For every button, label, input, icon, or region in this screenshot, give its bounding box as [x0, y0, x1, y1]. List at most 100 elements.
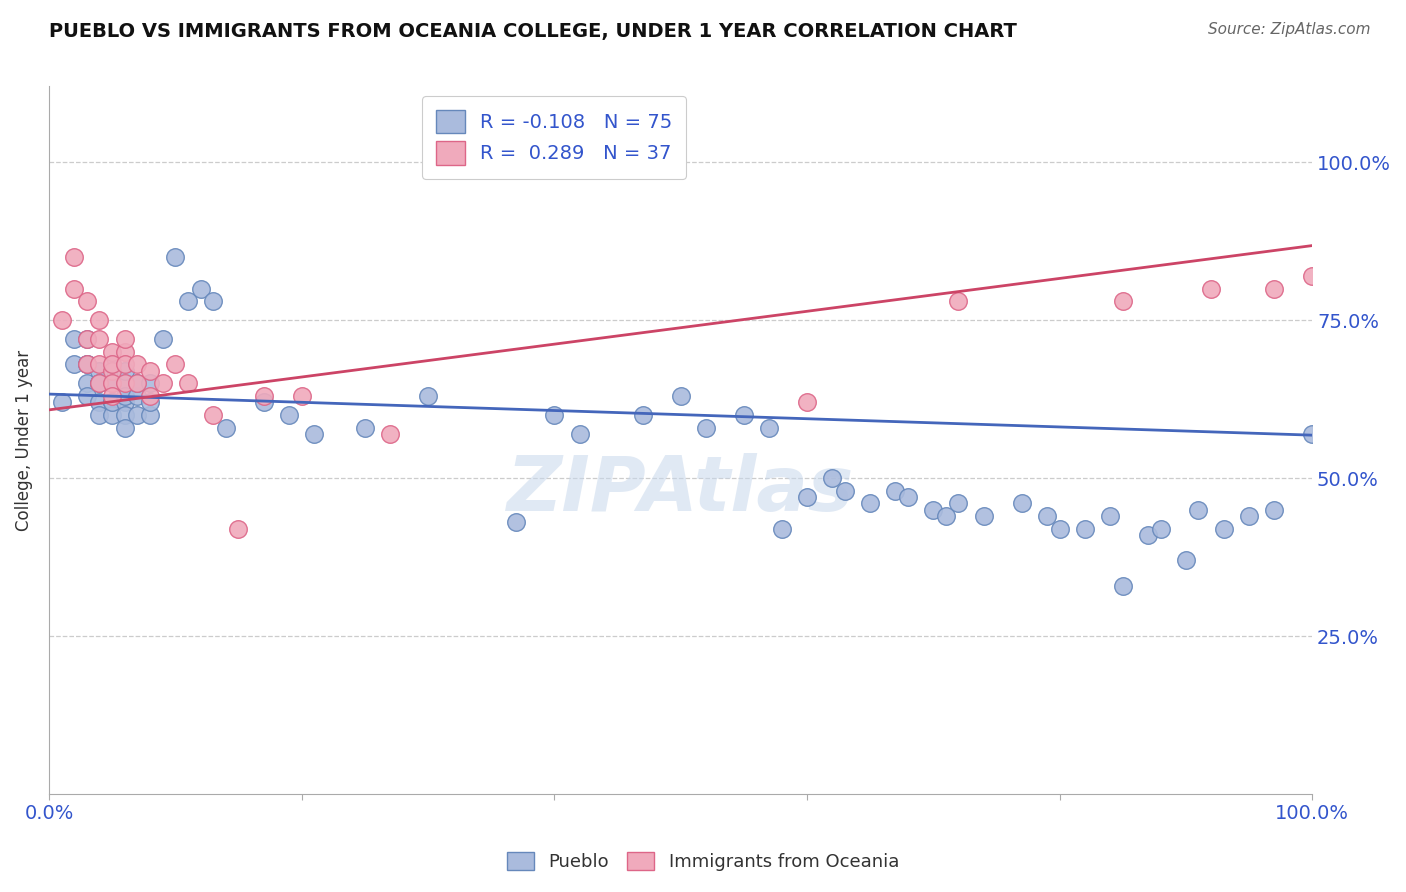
Point: [152, 332, 174, 346]
Point: [63, 332, 86, 346]
Point: [1301, 268, 1323, 283]
Point: [821, 471, 844, 485]
Point: [89, 376, 111, 391]
Point: [76, 332, 98, 346]
Point: [922, 502, 945, 516]
Point: [505, 516, 527, 530]
Point: [291, 389, 314, 403]
Point: [127, 408, 149, 422]
Point: [101, 358, 124, 372]
Legend: R = -0.108   N = 75, R =  0.289   N = 37: R = -0.108 N = 75, R = 0.289 N = 37: [422, 96, 686, 178]
Point: [228, 522, 250, 536]
Point: [1011, 496, 1033, 510]
Legend: Pueblo, Immigrants from Oceania: Pueblo, Immigrants from Oceania: [499, 845, 907, 879]
Point: [114, 344, 136, 359]
Point: [1036, 509, 1059, 524]
Point: [733, 408, 755, 422]
Point: [101, 344, 124, 359]
Point: [114, 376, 136, 391]
Point: [101, 395, 124, 409]
Point: [378, 426, 401, 441]
Point: [543, 408, 565, 422]
Point: [253, 389, 276, 403]
Point: [51, 395, 73, 409]
Point: [935, 509, 957, 524]
Point: [1174, 553, 1197, 567]
Point: [63, 250, 86, 264]
Point: [114, 389, 136, 403]
Point: [278, 408, 301, 422]
Point: [89, 376, 111, 391]
Point: [89, 376, 111, 391]
Point: [834, 483, 856, 498]
Point: [76, 332, 98, 346]
Point: [51, 313, 73, 327]
Point: [89, 408, 111, 422]
Point: [101, 376, 124, 391]
Point: [859, 496, 882, 510]
Point: [177, 376, 200, 391]
Point: [1237, 509, 1260, 524]
Y-axis label: College, Under 1 year: College, Under 1 year: [15, 350, 32, 531]
Point: [89, 395, 111, 409]
Point: [114, 376, 136, 391]
Point: [1098, 509, 1121, 524]
Point: [101, 376, 124, 391]
Point: [101, 395, 124, 409]
Point: [165, 358, 187, 372]
Point: [948, 496, 970, 510]
Point: [114, 420, 136, 434]
Point: [101, 358, 124, 372]
Point: [190, 281, 212, 295]
Point: [631, 408, 654, 422]
Point: [114, 395, 136, 409]
Point: [948, 294, 970, 309]
Point: [101, 389, 124, 403]
Point: [770, 522, 793, 536]
Point: [89, 364, 111, 378]
Point: [1301, 426, 1323, 441]
Point: [353, 420, 375, 434]
Point: [152, 376, 174, 391]
Point: [139, 389, 162, 403]
Point: [89, 358, 111, 372]
Point: [568, 426, 591, 441]
Point: [416, 389, 439, 403]
Point: [76, 358, 98, 372]
Point: [101, 376, 124, 391]
Point: [1136, 528, 1159, 542]
Point: [127, 389, 149, 403]
Point: [1263, 502, 1285, 516]
Point: [897, 490, 920, 504]
Point: [215, 420, 238, 434]
Point: [114, 408, 136, 422]
Point: [884, 483, 907, 498]
Point: [139, 408, 162, 422]
Point: [63, 281, 86, 295]
Point: [1263, 281, 1285, 295]
Text: PUEBLO VS IMMIGRANTS FROM OCEANIA COLLEGE, UNDER 1 YEAR CORRELATION CHART: PUEBLO VS IMMIGRANTS FROM OCEANIA COLLEG…: [49, 22, 1017, 41]
Point: [669, 389, 692, 403]
Point: [758, 420, 780, 434]
Point: [89, 313, 111, 327]
Point: [139, 376, 162, 391]
Point: [76, 358, 98, 372]
Point: [139, 364, 162, 378]
Point: [101, 408, 124, 422]
Point: [177, 294, 200, 309]
Point: [695, 420, 717, 434]
Point: [101, 364, 124, 378]
Point: [114, 364, 136, 378]
Point: [127, 376, 149, 391]
Text: ZIPAtlas: ZIPAtlas: [508, 453, 855, 527]
Point: [76, 294, 98, 309]
Point: [76, 358, 98, 372]
Point: [1199, 281, 1222, 295]
Point: [114, 358, 136, 372]
Point: [127, 358, 149, 372]
Point: [973, 509, 995, 524]
Point: [76, 376, 98, 391]
Point: [302, 426, 325, 441]
Point: [114, 332, 136, 346]
Point: [63, 358, 86, 372]
